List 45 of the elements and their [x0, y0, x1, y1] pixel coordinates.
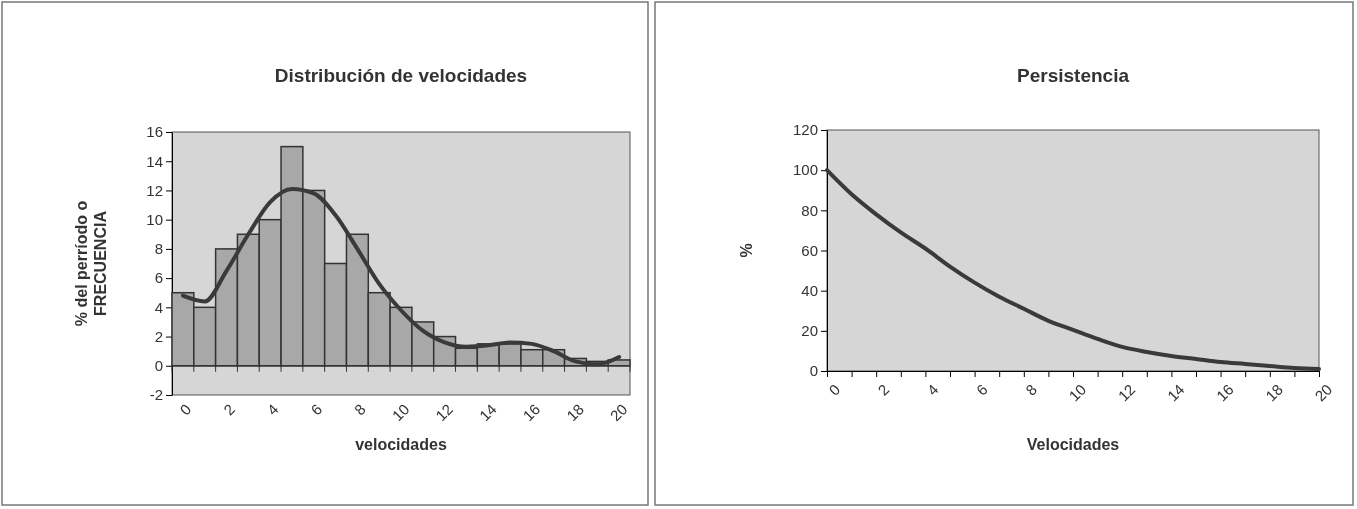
y-tick-label: 0: [809, 362, 818, 380]
y-axis-title: % del perríodo o FRECUENCIA: [73, 200, 110, 327]
x-axis-title: velocidades: [355, 436, 447, 453]
y-tick-label: 12: [146, 181, 163, 199]
x-tick-label: 16: [519, 400, 544, 425]
y-tick-label: 100: [792, 161, 818, 179]
x-tick-label: 4: [923, 380, 942, 399]
y-axis-title: %: [738, 243, 755, 258]
x-tick-label: 18: [563, 400, 587, 425]
x-tick-label: 6: [307, 400, 326, 419]
x-tick-label: 12: [432, 400, 457, 425]
y-tick-label: 40: [801, 281, 818, 299]
x-tick-label: 18: [1262, 380, 1286, 405]
x-tick-label: 20: [1311, 380, 1336, 405]
x-tick-label: 0: [176, 400, 195, 419]
y-tick-label: 6: [154, 269, 163, 287]
y-tick-label: 10: [146, 210, 163, 228]
x-tick-label: 14: [1163, 380, 1188, 405]
y-tick-label: 2: [154, 327, 163, 345]
y-tick-label: 0: [154, 357, 163, 375]
x-tick-label: 12: [1114, 380, 1139, 405]
y-tick-label: -2: [149, 386, 163, 404]
y-tick-label: 16: [146, 123, 163, 141]
y-tick-label: 8: [154, 240, 163, 258]
y-tick-label: 80: [801, 201, 818, 219]
x-tick-label: 2: [874, 380, 893, 399]
x-tick-label: 10: [388, 400, 413, 425]
y-tick-label: 120: [792, 121, 818, 139]
x-tick-label: 4: [263, 400, 282, 419]
y-tick-label: 14: [146, 152, 163, 170]
x-tick-label: 8: [350, 400, 369, 419]
x-tick-label: 0: [825, 380, 844, 399]
x-tick-label: 8: [1022, 380, 1040, 399]
y-tick-label: 4: [154, 298, 163, 316]
x-tick-label: 16: [1212, 380, 1237, 405]
x-tick-label: 20: [606, 400, 631, 425]
y-tick-label: 60: [801, 241, 818, 259]
y-tick-label: 20: [801, 322, 818, 340]
chart-title: Persistencia: [1017, 65, 1130, 86]
x-tick-label: 10: [1065, 380, 1090, 405]
x-tick-label: 2: [220, 400, 238, 419]
x-axis-title: Velocidades: [1026, 436, 1120, 453]
x-tick-label: 14: [475, 400, 500, 425]
chart-title: Distribución de velocidades: [274, 65, 528, 86]
x-tick-label: 6: [972, 380, 991, 399]
